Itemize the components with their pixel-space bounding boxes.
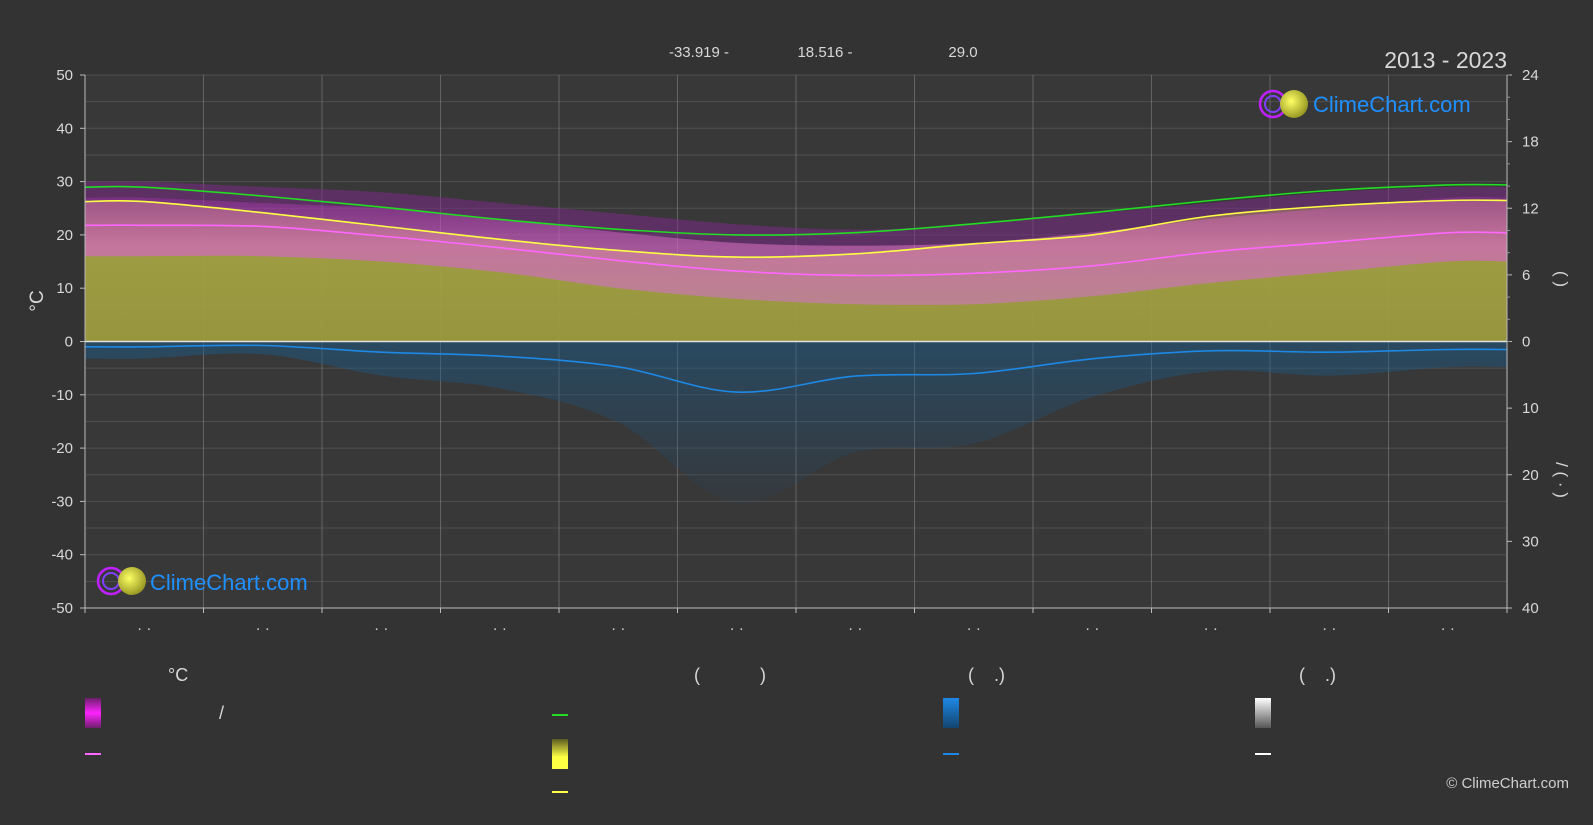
legend-snow-band-swatch bbox=[1255, 698, 1271, 728]
left-axis-tick-label: -30 bbox=[51, 493, 73, 510]
x-axis-tick-label: · · bbox=[256, 620, 270, 637]
x-axis-tick-label: · · bbox=[967, 620, 981, 637]
legend-sunshine-band-swatch bbox=[552, 739, 568, 769]
right-axis-bottom-label: / ( · ) bbox=[1552, 462, 1571, 498]
x-axis-tick-label: · · bbox=[137, 620, 151, 637]
series-line-precip bbox=[84, 344, 1508, 393]
logo-sun-icon bbox=[1280, 90, 1308, 118]
right-axis-top-tick-label: 12 bbox=[1522, 200, 1539, 217]
left-axis-tick-label: 0 bbox=[65, 334, 73, 351]
left-axis-tick-label: 10 bbox=[56, 280, 73, 297]
x-axis-tick-label: · · bbox=[611, 620, 625, 637]
data-bands bbox=[85, 181, 1507, 504]
legend-snow-swatch bbox=[1255, 753, 1271, 755]
copyright-text: © ClimeChart.com bbox=[1446, 775, 1569, 792]
x-axis-tick-label: · · bbox=[730, 620, 744, 637]
watermark-text-top: ClimeChart.com bbox=[1313, 92, 1471, 117]
x-axis-tick-label: · · bbox=[493, 620, 507, 637]
precipitation-band bbox=[85, 341, 1507, 504]
longitude-text: 18.516 - bbox=[797, 44, 852, 61]
x-axis-tick-label: · · bbox=[1204, 620, 1218, 637]
right-axis-bottom-tick-label: 10 bbox=[1522, 400, 1539, 417]
left-axis-tick-label: 30 bbox=[56, 174, 73, 191]
series-line-mean_temp bbox=[84, 224, 1508, 277]
right-axis-bottom-tick-label: 20 bbox=[1522, 467, 1539, 484]
year-range-title: 2013 - 2023 bbox=[1384, 47, 1507, 73]
legend-precip-band-swatch bbox=[943, 698, 959, 728]
left-axis-tick-label: 20 bbox=[56, 227, 73, 244]
latitude-text: -33.919 - bbox=[669, 44, 729, 61]
legend-heading-temperature: °C bbox=[168, 665, 189, 685]
x-axis-tick-label: · · bbox=[1441, 620, 1455, 637]
data-lines bbox=[84, 183, 1508, 393]
legend-heading-precipitation: ( .) bbox=[968, 665, 1005, 685]
left-axis-tick-label: 50 bbox=[56, 67, 73, 84]
legend-temp-range-separator: / bbox=[219, 703, 225, 723]
legend-heading-sunshine: ( ) bbox=[694, 665, 766, 685]
watermark-logo-top: ClimeChart.com bbox=[1258, 89, 1471, 119]
legend-precip-swatch bbox=[943, 753, 959, 755]
elevation-text: 29.0 bbox=[948, 44, 977, 61]
legend-mean-temp-swatch bbox=[85, 753, 101, 755]
right-axis-bottom-tick-label: 40 bbox=[1522, 600, 1539, 617]
right-axis-top-tick-label: 6 bbox=[1522, 267, 1530, 284]
x-axis-tick-label: · · bbox=[1322, 620, 1336, 637]
left-axis-tick-label: 40 bbox=[56, 120, 73, 137]
x-axis-tick-label: · · bbox=[848, 620, 862, 637]
axes: 50 40 30 20 10 0 -10 -20 -30 -40 -50 24 18 12 6 0 10 20 30… bbox=[51, 67, 1538, 637]
right-axis-top-label: ( ) bbox=[1552, 271, 1571, 287]
right-axis-top-tick-label: 24 bbox=[1522, 67, 1539, 84]
left-axis-tick-label: -10 bbox=[51, 387, 73, 404]
legend-sunshine-swatch bbox=[552, 791, 568, 793]
legend-heading-snow: ( .) bbox=[1299, 665, 1336, 685]
watermark-logo-bottom: ClimeChart.com bbox=[96, 566, 308, 596]
temp-extreme-band bbox=[85, 181, 1507, 246]
left-axis-label: °C bbox=[27, 290, 48, 311]
left-axis-tick-label: -20 bbox=[51, 440, 73, 457]
x-axis-tick-label: · · bbox=[1085, 620, 1099, 637]
series-line-daylight bbox=[84, 183, 1508, 236]
legend-daylight-swatch bbox=[552, 714, 568, 716]
left-axis-tick-label: -50 bbox=[51, 600, 73, 617]
logo-sun-icon bbox=[118, 567, 146, 595]
right-axis-top-tick-label: 0 bbox=[1522, 334, 1530, 351]
x-axis-tick-label: · · bbox=[374, 620, 388, 637]
series-line-sunshine bbox=[84, 199, 1508, 259]
temp-range-band bbox=[85, 196, 1507, 306]
right-axis-top-tick-label: 18 bbox=[1522, 134, 1539, 151]
watermark-text-bottom: ClimeChart.com bbox=[150, 570, 308, 595]
right-axis-bottom-tick-label: 30 bbox=[1522, 533, 1539, 550]
left-axis-tick-label: -40 bbox=[51, 547, 73, 564]
legend-temp-range-swatch bbox=[85, 698, 101, 728]
